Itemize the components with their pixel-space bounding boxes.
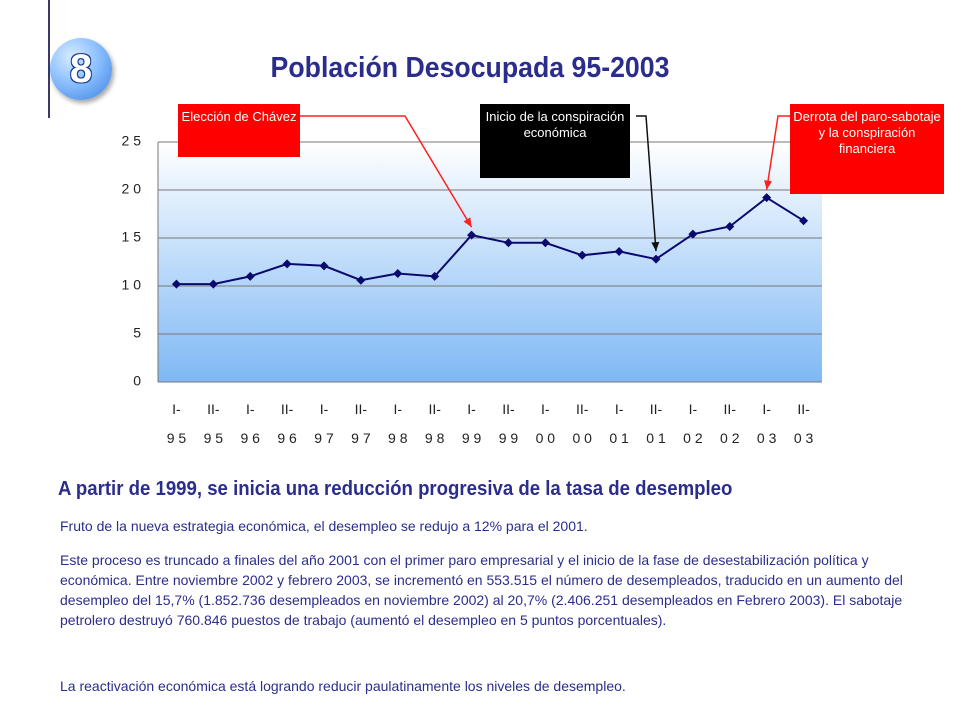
- paragraph-2: Este proceso es truncado a finales del a…: [60, 552, 903, 628]
- x-tick-label-period: II-: [428, 401, 441, 417]
- x-tick-label-period: II-: [207, 401, 220, 417]
- x-tick-label-period: I-: [467, 401, 476, 417]
- data-point: [356, 275, 366, 285]
- y-tick-label: 2 0: [122, 181, 142, 197]
- data-point: [208, 279, 218, 289]
- x-tick-label-year: 0 1: [646, 430, 666, 446]
- x-tick-label-year: 0 2: [683, 430, 703, 446]
- x-tick-label-year: 0 3: [794, 430, 814, 446]
- x-tick-label-period: II-: [724, 401, 737, 417]
- x-tick-label-year: 9 8: [425, 430, 445, 446]
- data-point: [393, 269, 403, 279]
- x-tick-label-period: II-: [797, 401, 810, 417]
- x-tick-label-period: I-: [246, 401, 255, 417]
- x-tick-label-period: I-: [320, 401, 329, 417]
- callout-inicio-conspiracion: Inicio de la conspiración económica: [480, 104, 630, 178]
- data-point: [467, 230, 477, 240]
- x-tick-label-period: I-: [393, 401, 402, 417]
- x-tick-label-period: II-: [281, 401, 294, 417]
- x-tick-label-year: 9 9: [499, 430, 519, 446]
- plot-area: [158, 142, 822, 382]
- arrow-inicio: [636, 115, 657, 252]
- x-tick-label-year: 9 5: [204, 430, 224, 446]
- arrow-inicio-head: [651, 241, 660, 252]
- series-line: [176, 196, 805, 286]
- data-point: [540, 238, 550, 248]
- y-tick-label: 0: [133, 373, 141, 389]
- data-point: [245, 271, 255, 281]
- arrow-derrota-head: [764, 180, 772, 190]
- x-tick-label-period: II-: [650, 401, 663, 417]
- y-tick-label: 1 5: [122, 229, 142, 245]
- unemployment-line-chart: 0 5 1 0 1 5 2 0 2 5 I- 9 5 II- 9 5 I- 9 6 II- 9 6 I- 9…: [122, 115, 822, 446]
- arrow-eleccion: [300, 115, 473, 228]
- x-tick-label-year: 9 9: [462, 430, 482, 446]
- paragraph-1: Fruto de la nueva estrategia económica, …: [60, 518, 588, 534]
- data-point: [651, 254, 661, 264]
- x-tick-label-year: 9 8: [388, 430, 408, 446]
- x-tick-label-period: I-: [689, 401, 698, 417]
- data-point: [614, 246, 624, 256]
- x-tick-label-year: 0 0: [536, 430, 556, 446]
- x-tick-label-year: 9 7: [314, 430, 334, 446]
- y-tick-label: 1 0: [122, 277, 142, 293]
- data-point: [577, 250, 587, 260]
- slide-number: 8: [69, 46, 93, 91]
- y-tick-label: 5: [133, 325, 141, 341]
- decorative-vertical-line: [48, 0, 50, 118]
- slide-number-badge: 8: [50, 38, 112, 100]
- callout-derrota-paro: Derrota del paro-sabotaje y la conspirac…: [790, 104, 944, 194]
- callout-eleccion: Elección de Chávez: [178, 104, 300, 157]
- slide-title: Población Desocupada 95-2003: [270, 52, 670, 84]
- data-point: [430, 271, 440, 281]
- x-tick-label-period: II-: [502, 401, 515, 417]
- x-tick-label-year: 0 0: [572, 430, 592, 446]
- y-tick-label: 2 5: [122, 133, 142, 149]
- x-tick-label-period: I-: [172, 401, 181, 417]
- x-tick-label-period: II-: [576, 401, 589, 417]
- data-point: [799, 216, 809, 226]
- x-tick-label-year: 9 6: [277, 430, 297, 446]
- data-point: [503, 238, 513, 248]
- x-tick-label-year: 0 3: [757, 430, 777, 446]
- data-point: [282, 259, 292, 269]
- data-point: [762, 193, 772, 203]
- x-tick-label-year: 9 6: [240, 430, 260, 446]
- arrow-derrota: [765, 115, 790, 190]
- section-heading: A partir de 1999, se inicia una reducció…: [58, 478, 733, 500]
- data-point: [319, 261, 329, 271]
- x-tick-label-period: I-: [541, 401, 550, 417]
- x-tick-label-period: I-: [615, 401, 624, 417]
- arrow-eleccion-head: [463, 217, 472, 228]
- x-tick-label-year: 0 2: [720, 430, 740, 446]
- x-tick-label-year: 9 5: [167, 430, 187, 446]
- x-tick-label-period: II-: [355, 401, 368, 417]
- data-point: [725, 221, 735, 231]
- paragraph-3: La reactivación económica está logrando …: [60, 678, 626, 694]
- x-tick-label-period: I-: [762, 401, 771, 417]
- data-point: [688, 229, 698, 239]
- data-point: [171, 279, 181, 289]
- x-tick-label-year: 9 7: [351, 430, 371, 446]
- x-tick-label-year: 0 1: [609, 430, 629, 446]
